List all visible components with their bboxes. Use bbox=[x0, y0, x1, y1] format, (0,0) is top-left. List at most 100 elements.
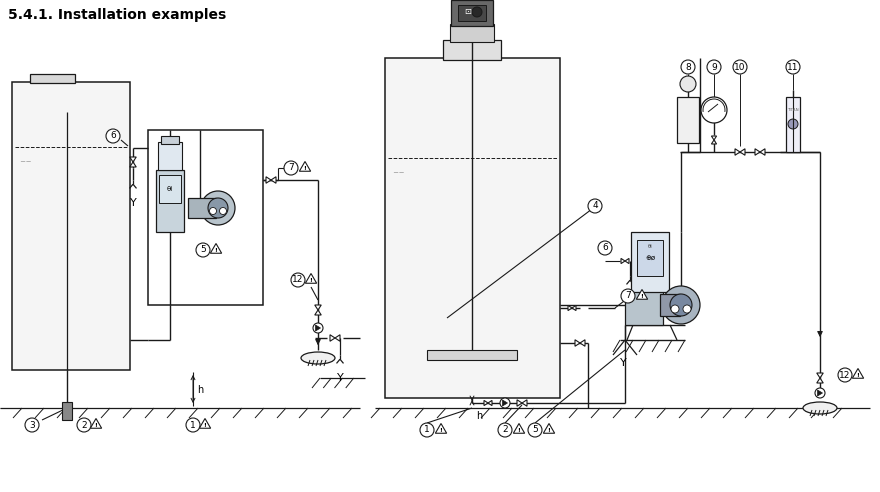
Polygon shape bbox=[129, 157, 136, 162]
Circle shape bbox=[670, 294, 692, 316]
Polygon shape bbox=[543, 424, 554, 433]
Polygon shape bbox=[315, 305, 321, 310]
Circle shape bbox=[671, 305, 679, 313]
Circle shape bbox=[472, 7, 482, 17]
Polygon shape bbox=[502, 400, 508, 406]
Circle shape bbox=[528, 423, 542, 437]
Text: 2: 2 bbox=[81, 421, 87, 430]
Text: 5: 5 bbox=[532, 426, 538, 434]
Polygon shape bbox=[817, 373, 824, 378]
Bar bbox=[631, 232, 669, 292]
Text: Y: Y bbox=[620, 358, 627, 368]
Polygon shape bbox=[330, 335, 335, 341]
Bar bbox=[625, 290, 663, 325]
Polygon shape bbox=[305, 274, 317, 283]
Polygon shape bbox=[335, 335, 340, 341]
Polygon shape bbox=[575, 340, 580, 346]
Text: 11: 11 bbox=[788, 62, 799, 71]
Circle shape bbox=[683, 305, 691, 313]
Polygon shape bbox=[513, 424, 524, 433]
Text: ⊕ø: ⊕ø bbox=[645, 255, 655, 261]
Text: 6: 6 bbox=[602, 244, 608, 252]
Text: 5: 5 bbox=[200, 246, 206, 254]
Circle shape bbox=[420, 423, 434, 437]
Bar bbox=[637, 240, 663, 276]
Text: 3: 3 bbox=[29, 421, 35, 430]
Text: !: ! bbox=[517, 428, 520, 433]
Polygon shape bbox=[91, 419, 102, 428]
Text: !: ! bbox=[203, 423, 207, 428]
Bar bbox=[156, 170, 184, 232]
Circle shape bbox=[196, 243, 210, 257]
Text: 8: 8 bbox=[686, 62, 691, 71]
Text: 7: 7 bbox=[288, 163, 294, 173]
Polygon shape bbox=[817, 378, 824, 383]
Circle shape bbox=[186, 418, 200, 432]
Circle shape bbox=[588, 199, 602, 213]
Circle shape bbox=[77, 418, 91, 432]
Text: !: ! bbox=[641, 294, 643, 299]
Text: TITAN: TITAN bbox=[788, 108, 799, 112]
Bar bbox=[12, 82, 130, 370]
Bar bbox=[660, 294, 680, 316]
Bar bbox=[443, 40, 501, 60]
Text: ─ ─: ─ ─ bbox=[393, 170, 404, 176]
Text: θi: θi bbox=[648, 244, 652, 248]
Polygon shape bbox=[200, 419, 210, 428]
Bar bbox=[450, 24, 494, 42]
Circle shape bbox=[598, 241, 612, 255]
Circle shape bbox=[500, 398, 510, 408]
Circle shape bbox=[25, 418, 39, 432]
Polygon shape bbox=[210, 244, 222, 253]
Circle shape bbox=[621, 289, 635, 303]
Text: 7: 7 bbox=[625, 291, 631, 301]
Bar bbox=[158, 142, 182, 170]
Bar bbox=[451, 0, 493, 26]
Text: 9: 9 bbox=[711, 62, 717, 71]
Text: 12: 12 bbox=[292, 276, 304, 284]
Text: !: ! bbox=[304, 166, 306, 171]
Circle shape bbox=[291, 273, 305, 287]
Ellipse shape bbox=[301, 352, 335, 364]
Bar bbox=[188, 198, 216, 218]
Bar bbox=[786, 97, 800, 152]
Polygon shape bbox=[315, 310, 321, 315]
Text: 6: 6 bbox=[110, 131, 116, 141]
Polygon shape bbox=[580, 340, 585, 346]
Text: 4: 4 bbox=[592, 202, 598, 211]
Polygon shape bbox=[711, 136, 716, 140]
Bar bbox=[159, 175, 181, 203]
Text: h: h bbox=[476, 411, 482, 421]
Polygon shape bbox=[818, 390, 823, 396]
Polygon shape bbox=[299, 161, 311, 171]
Polygon shape bbox=[266, 177, 271, 183]
Ellipse shape bbox=[803, 402, 837, 414]
Text: 1: 1 bbox=[424, 426, 429, 434]
Polygon shape bbox=[271, 177, 276, 183]
Circle shape bbox=[733, 60, 747, 74]
Circle shape bbox=[786, 60, 800, 74]
Bar bbox=[458, 5, 486, 21]
Text: !: ! bbox=[310, 278, 312, 283]
Text: 12: 12 bbox=[840, 370, 851, 379]
Circle shape bbox=[106, 129, 120, 143]
Polygon shape bbox=[488, 400, 492, 405]
Text: Y: Y bbox=[129, 198, 136, 208]
Polygon shape bbox=[711, 140, 716, 144]
Text: 2: 2 bbox=[502, 426, 508, 434]
Circle shape bbox=[701, 97, 727, 123]
Circle shape bbox=[681, 60, 695, 74]
Polygon shape bbox=[517, 400, 522, 406]
Circle shape bbox=[662, 286, 700, 324]
Circle shape bbox=[680, 76, 696, 92]
Circle shape bbox=[498, 423, 512, 437]
Text: Y: Y bbox=[337, 373, 343, 383]
Text: ⊡: ⊡ bbox=[465, 7, 472, 17]
Polygon shape bbox=[316, 325, 320, 331]
Polygon shape bbox=[760, 149, 765, 155]
Circle shape bbox=[219, 208, 226, 215]
Polygon shape bbox=[572, 306, 576, 310]
Bar bbox=[62, 402, 72, 420]
Polygon shape bbox=[755, 149, 760, 155]
Text: 5.4.1. Installation examples: 5.4.1. Installation examples bbox=[8, 8, 226, 22]
